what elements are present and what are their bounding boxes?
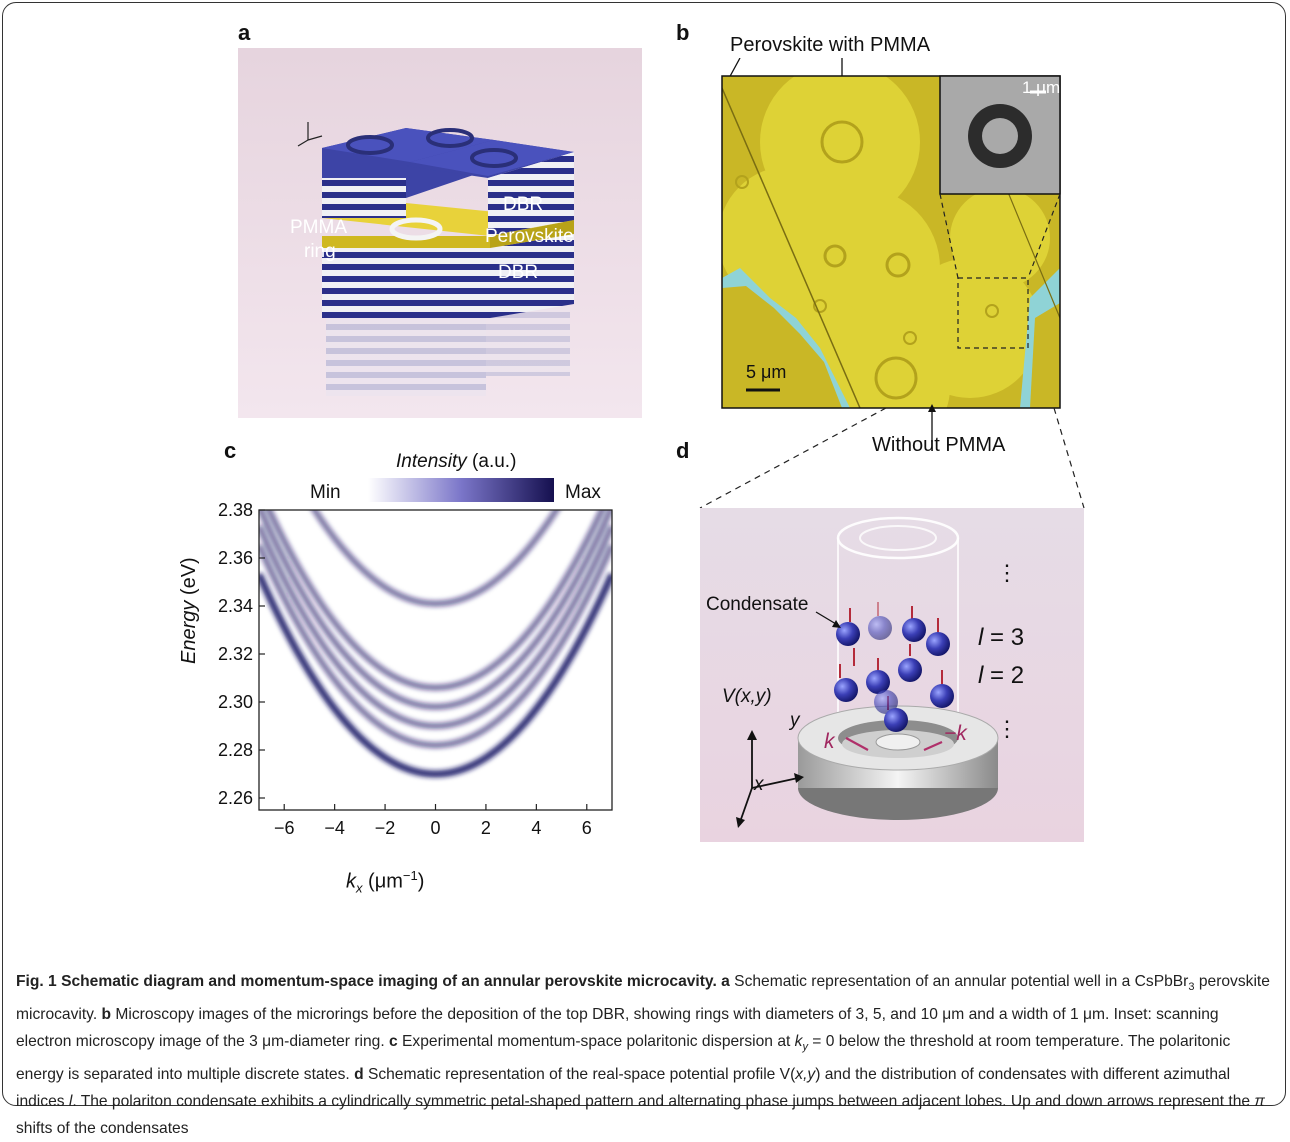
colorbar-title: Intensity (a.u.) xyxy=(396,451,517,472)
dots-top: ⋮ xyxy=(996,560,1018,585)
y-tick-label: 2.26 xyxy=(218,788,253,808)
label-ring: ring xyxy=(304,241,336,262)
dots-bottom: ⋮ xyxy=(996,716,1018,741)
dispersion-chart: −6 −4 −2 0 2 4 6 2.26 2.28 2.30 2.32 2.34 2.36 2.38 xyxy=(218,478,613,838)
label-l2: l = 2 xyxy=(978,662,1025,689)
dispersion-band xyxy=(259,544,612,749)
label-dbr-bottom: DBR xyxy=(498,262,539,283)
inset-scale-label: 1 μm xyxy=(1022,78,1061,97)
panel-b-micrograph xyxy=(721,58,1061,442)
x-axis-label: kx (μm−1) xyxy=(346,868,425,896)
label-dbr-top: DBR xyxy=(503,194,544,215)
y-tick-label: 2.28 xyxy=(218,740,253,760)
x-tick-label: 4 xyxy=(531,818,541,838)
y-tick-label: 2.34 xyxy=(218,596,253,616)
label-pmma: PMMA xyxy=(290,217,347,238)
dispersion-band xyxy=(265,510,606,691)
figure-frame xyxy=(2,2,1286,1106)
label-without-pmma: Without PMMA xyxy=(872,434,1006,456)
x-tick-label: 6 xyxy=(582,818,592,838)
dispersion-band xyxy=(259,524,612,730)
axis-label-x: x xyxy=(754,774,764,795)
label-k: k xyxy=(824,730,835,753)
y-axis-label: Energy (eV) xyxy=(178,557,200,664)
y-tick-label: 2.30 xyxy=(218,692,253,712)
x-tick-label: −6 xyxy=(274,818,295,838)
y-tick-label: 2.32 xyxy=(218,644,253,664)
y-tick-label: 2.38 xyxy=(218,500,253,520)
panel-d-letter: d xyxy=(676,438,690,463)
dispersion-band xyxy=(259,510,612,710)
figure-caption: Fig. 1 Schematic diagram and momentum-sp… xyxy=(16,973,1270,1138)
caption-fig-label: Fig. 1 xyxy=(16,973,57,990)
y-tick-label: 2.36 xyxy=(218,548,253,568)
colorbar xyxy=(368,478,554,502)
x-tick-label: −2 xyxy=(375,818,396,838)
x-tick-label: 2 xyxy=(481,818,491,838)
label-perovskite: Perovskite xyxy=(485,226,574,247)
label-potential: V(x,y) xyxy=(722,686,772,707)
label-minus-k: −k xyxy=(944,722,967,745)
label-l3: l = 3 xyxy=(978,624,1025,651)
dispersion-band xyxy=(259,572,612,778)
dispersion-band xyxy=(311,510,560,607)
panel-c-letter: c xyxy=(224,438,237,463)
label-condensate: Condensate xyxy=(706,594,809,615)
panel-d-schematic xyxy=(699,408,1085,842)
panel-a-schematic xyxy=(238,48,642,418)
panel-a-letter: a xyxy=(238,20,251,45)
colorbar-min: Min xyxy=(310,482,341,503)
caption-title: Schematic diagram and momentum-space ima… xyxy=(61,973,717,990)
scale-bar-label: 5 μm xyxy=(746,362,787,382)
label-perovskite-with-pmma: Perovskite with PMMA xyxy=(730,34,931,56)
x-tick-label: 0 xyxy=(430,818,440,838)
x-tick-label: −4 xyxy=(324,818,345,838)
colorbar-max: Max xyxy=(565,482,601,503)
axis-label-y: y xyxy=(790,710,800,731)
panel-b-letter: b xyxy=(676,20,690,45)
